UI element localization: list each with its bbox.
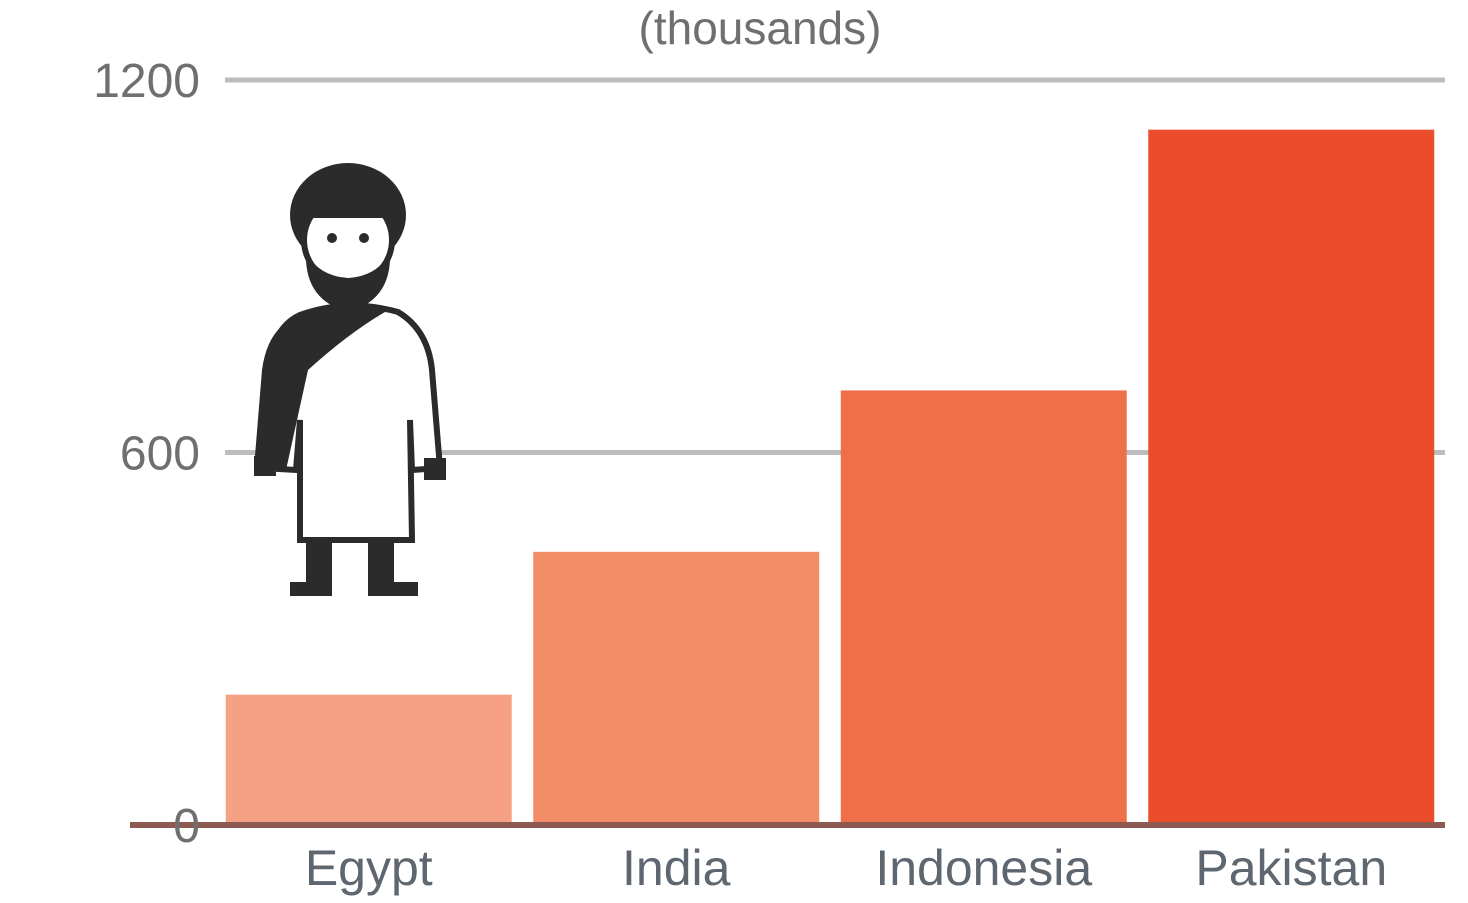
y-tick-label: 0 — [173, 800, 200, 853]
y-tick-label: 1200 — [93, 55, 200, 108]
bar-egypt — [225, 694, 512, 825]
person-foot-right — [368, 582, 418, 596]
person-beard — [305, 252, 391, 312]
x-tick-label: Egypt — [305, 840, 433, 896]
person-foot-left — [290, 582, 332, 596]
person-eye-right — [359, 233, 369, 243]
bars — [225, 129, 1435, 825]
person-hand-left — [254, 456, 276, 476]
person-hair-top — [306, 180, 390, 218]
person-leg-right — [368, 540, 394, 588]
person-leg-left — [306, 540, 332, 588]
person-hand-right — [424, 458, 446, 480]
person-mouth — [336, 266, 360, 273]
y-tick-label: 600 — [120, 428, 200, 481]
person-sash — [254, 306, 392, 470]
x-tick-label: Pakistan — [1195, 840, 1387, 896]
x-tick-label: India — [622, 840, 731, 896]
y-axis: 0 600 1200 — [93, 55, 200, 853]
x-axis: Egypt India Indonesia Pakistan — [130, 822, 1445, 896]
unit-label: (thousands) — [639, 2, 882, 54]
person-eye-left — [327, 233, 337, 243]
bar-pakistan — [1148, 129, 1435, 825]
x-tick-label: Indonesia — [875, 840, 1092, 896]
bar-indonesia — [840, 390, 1127, 825]
bearded-man-illustration — [254, 163, 446, 596]
bar-india — [533, 551, 820, 825]
